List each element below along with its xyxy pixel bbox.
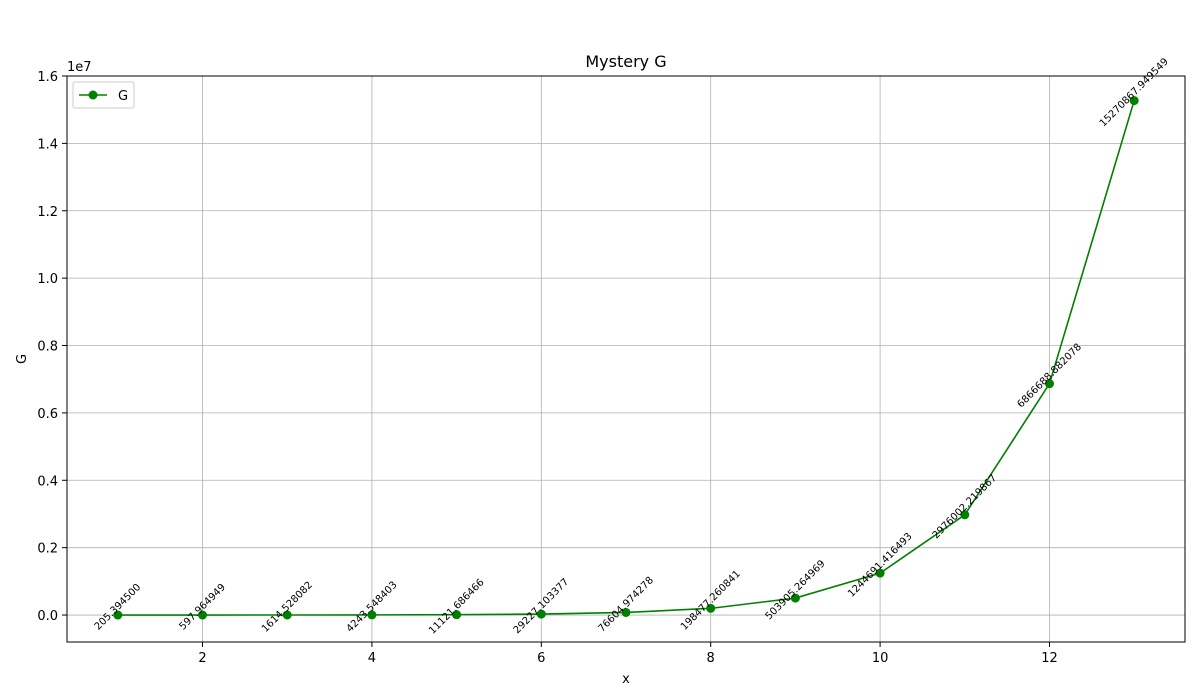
data-point (367, 610, 377, 620)
y-tick-label: 0.0 (37, 609, 58, 624)
grid (67, 75, 1185, 642)
y-tick-label: 1.4 (37, 137, 58, 152)
data-point (875, 568, 885, 578)
x-axis-ticks: 2 4 6 8 10 12 (198, 642, 1058, 666)
y-tick-label: 0.8 (37, 340, 58, 355)
y-tick-label: 0.4 (37, 474, 58, 489)
x-tick-label: 6 (537, 651, 545, 666)
legend-marker (88, 90, 98, 100)
y-tick-label: 1.6 (37, 70, 58, 85)
x-tick-label: 8 (707, 651, 715, 666)
data-point (1129, 96, 1139, 106)
data-point (198, 610, 208, 620)
plot-frame (66, 75, 1186, 643)
x-axis-label: x (622, 672, 630, 687)
legend: G (72, 81, 135, 109)
x-tick-label: 10 (872, 651, 889, 666)
chart-title: Mystery G (585, 52, 666, 71)
x-tick-label: 12 (1041, 651, 1058, 666)
data-point (706, 603, 716, 613)
y-axis-scale-label: 1e7 (67, 60, 92, 75)
y-tick-label: 1.0 (37, 272, 58, 287)
y-axis-label: G (15, 354, 30, 364)
data-point (790, 593, 800, 603)
y-tick-label: 0.6 (37, 407, 58, 422)
plot-background (67, 76, 1185, 642)
y-tick-label: 0.2 (37, 542, 58, 557)
data-point (1044, 379, 1054, 389)
data-point (621, 607, 631, 617)
data-point (282, 610, 292, 620)
series-layer (113, 96, 1139, 620)
x-tick-label: 4 (368, 651, 376, 666)
y-tick-label: 1.2 (37, 205, 58, 220)
x-tick-label: 2 (198, 651, 206, 666)
data-point (113, 610, 123, 620)
data-point (960, 510, 970, 520)
data-point (452, 610, 462, 620)
legend-label-g: G (118, 89, 128, 104)
y-axis-ticks: 0.0 0.2 0.4 0.6 0.8 1.0 1.2 1.4 1.6 (37, 70, 67, 624)
data-point (536, 609, 546, 619)
